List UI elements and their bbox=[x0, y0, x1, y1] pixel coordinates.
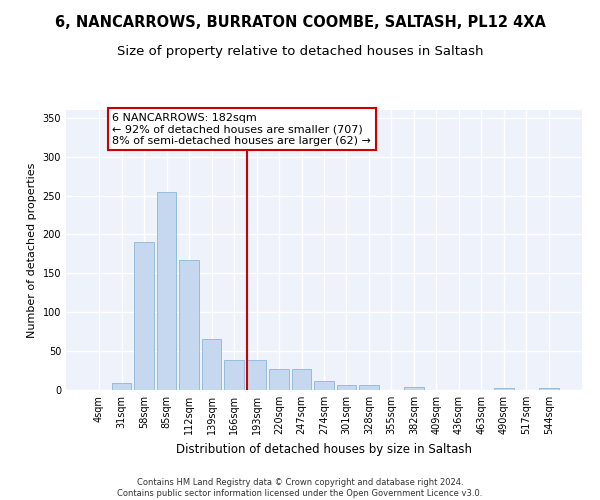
Bar bbox=[179, 260, 199, 390]
Bar bbox=[112, 383, 131, 390]
Bar bbox=[202, 338, 221, 390]
Bar bbox=[337, 386, 356, 390]
Text: Contains HM Land Registry data © Crown copyright and database right 2024.
Contai: Contains HM Land Registry data © Crown c… bbox=[118, 478, 482, 498]
Y-axis label: Number of detached properties: Number of detached properties bbox=[27, 162, 37, 338]
Bar bbox=[404, 387, 424, 390]
Bar bbox=[292, 369, 311, 390]
Text: 6 NANCARROWS: 182sqm
← 92% of detached houses are smaller (707)
8% of semi-detac: 6 NANCARROWS: 182sqm ← 92% of detached h… bbox=[112, 113, 371, 146]
Bar bbox=[247, 360, 266, 390]
Bar bbox=[224, 360, 244, 390]
Bar bbox=[494, 388, 514, 390]
Bar bbox=[269, 369, 289, 390]
Bar bbox=[134, 242, 154, 390]
Bar bbox=[314, 382, 334, 390]
Bar bbox=[157, 192, 176, 390]
Text: Size of property relative to detached houses in Saltash: Size of property relative to detached ho… bbox=[117, 45, 483, 58]
Bar bbox=[359, 386, 379, 390]
Bar bbox=[539, 388, 559, 390]
X-axis label: Distribution of detached houses by size in Saltash: Distribution of detached houses by size … bbox=[176, 442, 472, 456]
Text: 6, NANCARROWS, BURRATON COOMBE, SALTASH, PL12 4XA: 6, NANCARROWS, BURRATON COOMBE, SALTASH,… bbox=[55, 15, 545, 30]
